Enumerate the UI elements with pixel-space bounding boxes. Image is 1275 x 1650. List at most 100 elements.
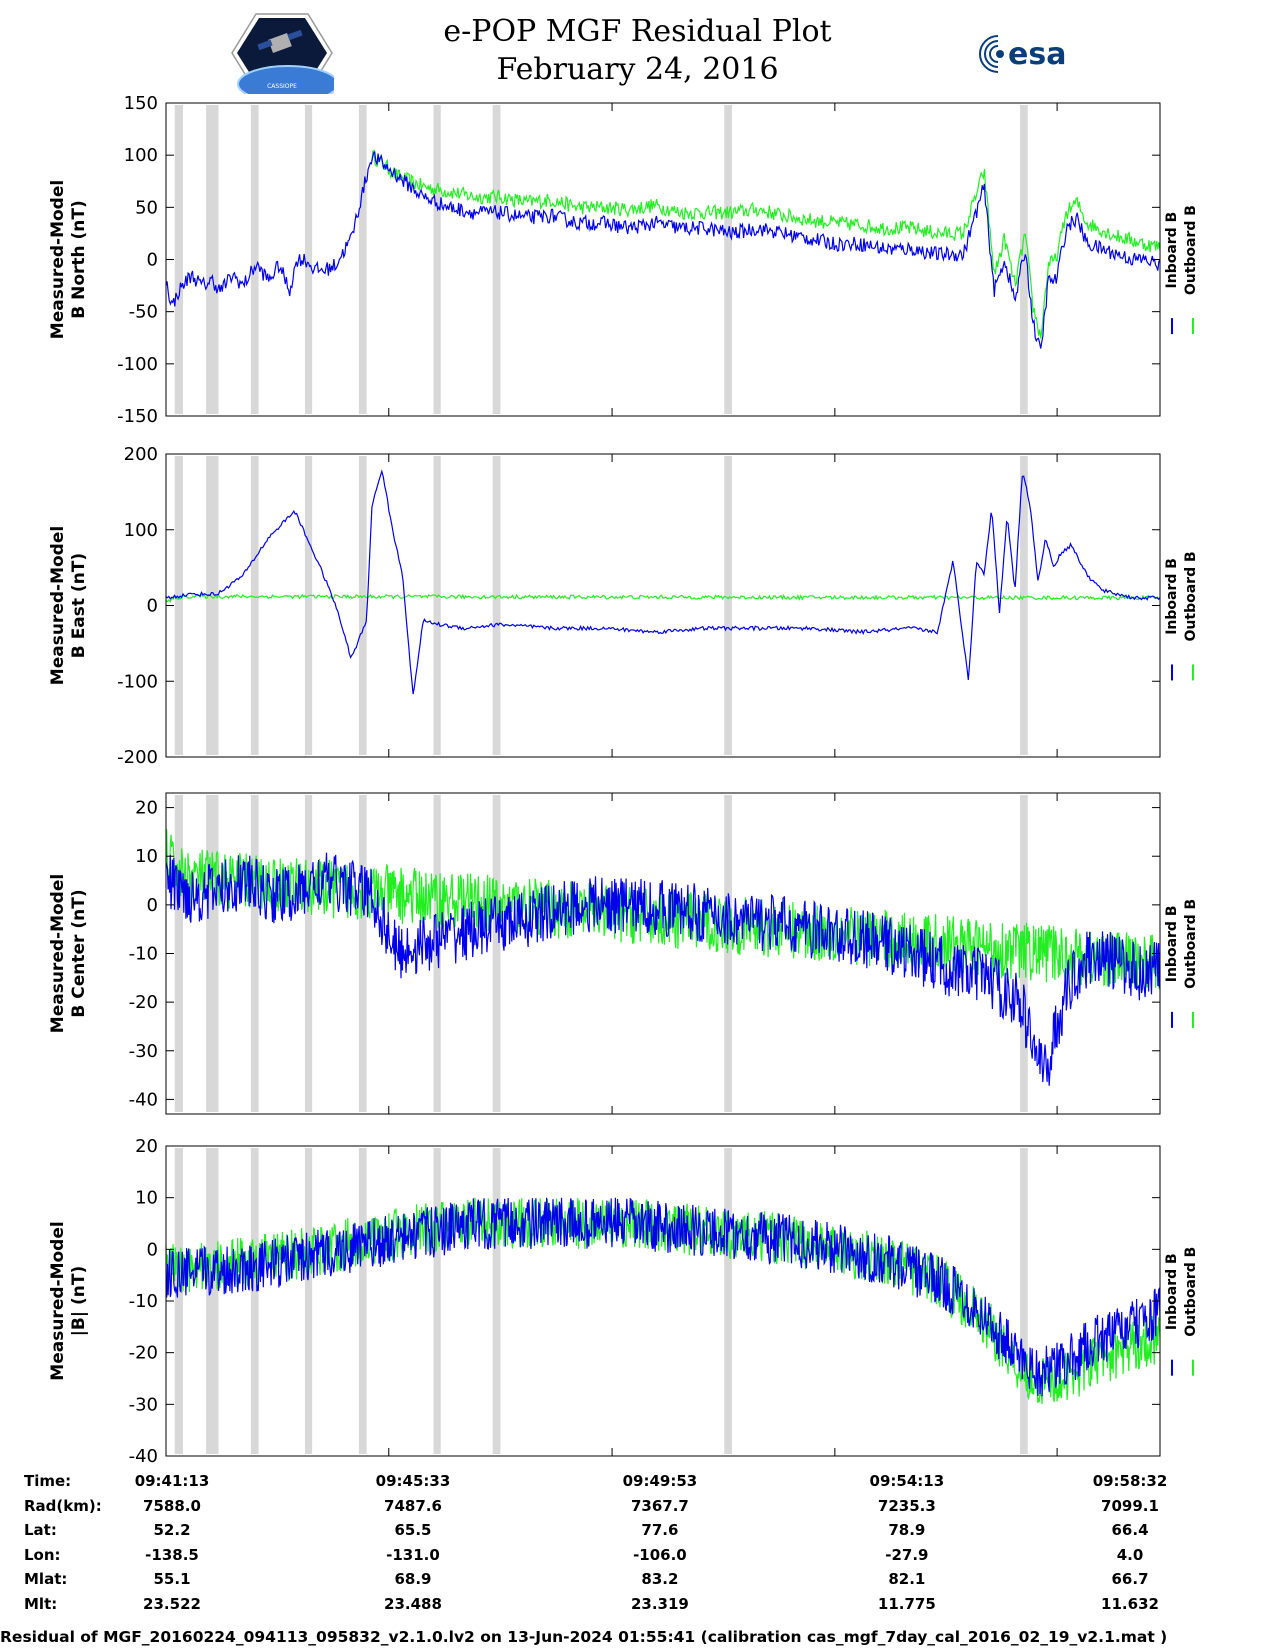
table-cell-value: -131.0 (386, 1545, 440, 1564)
table-row-label: Mlat: (24, 1570, 68, 1588)
y-tick-label: -30 (129, 1041, 158, 1062)
legend-label: Outboard B (1183, 899, 1199, 989)
y-tick-label: 20 (135, 1136, 158, 1157)
y-tick-label: -100 (117, 671, 158, 692)
series-inboard-line (165, 852, 1161, 1086)
y-tick-label: -200 (117, 747, 158, 768)
chart-subtitle: February 24, 2016 (496, 52, 779, 87)
table-row-label: Rad(km): (24, 1496, 102, 1515)
chart-title: e-POP MGF Residual Plot (443, 14, 832, 49)
y-tick-label: -50 (129, 302, 158, 323)
shaded-interval (492, 795, 501, 1112)
table-cell-value: 4.0 (1116, 1545, 1144, 1564)
shaded-interval (206, 105, 219, 414)
legend-label: Outboard B (1183, 1247, 1199, 1337)
table-cell-value: 66.4 (1111, 1521, 1149, 1539)
plot-frame (165, 102, 1161, 417)
shaded-interval (250, 105, 259, 414)
panel-1: 150 100 50 0 -50 -100 -150 Measured-Model B Nort… (48, 93, 1199, 427)
shaded-interval (358, 1148, 367, 1454)
shaded-interval (724, 1148, 732, 1454)
y-tick-label: 0 (147, 895, 158, 916)
shaded-interval (724, 456, 732, 755)
y-tick-label: -10 (129, 944, 158, 965)
series-outboard-line (371, 149, 1161, 339)
table-cell-value: 83.2 (641, 1570, 679, 1588)
shaded-interval (250, 795, 259, 1112)
table-cell-value: 23.319 (630, 1594, 689, 1613)
legend-label: Outboard B (1183, 551, 1199, 641)
shaded-interval (206, 795, 219, 1112)
series-inboard-line (165, 1197, 1161, 1397)
shaded-interval (304, 1148, 313, 1454)
table-row-label: Mlt: (24, 1594, 58, 1613)
table-cell-value: 7487.6 (384, 1496, 442, 1515)
shaded-interval (174, 105, 183, 414)
y-tick-label: 50 (135, 197, 158, 218)
y-axis-label: B North (nT) (69, 200, 89, 319)
shaded-interval (724, 105, 732, 414)
y-axis-label: Measured-Model (48, 526, 68, 685)
table-cell-value: 23.522 (143, 1594, 201, 1613)
y-tick-label: 10 (135, 1188, 158, 1209)
shaded-interval (492, 105, 501, 414)
plot-frame (165, 453, 1161, 758)
shaded-interval (174, 795, 183, 1112)
table-cell-value: 82.1 (888, 1570, 926, 1588)
table-cell-value: 09:45:33 (375, 1472, 451, 1490)
y-tick-label: -10 (129, 1291, 158, 1312)
table-cell-value: 11.775 (877, 1594, 936, 1613)
cassiope-mission-logo: CASSIOPE (231, 13, 334, 94)
shaded-interval (206, 456, 219, 755)
y-tick-label: -150 (117, 406, 158, 427)
cassiope-logo-text: CASSIOPE (267, 83, 297, 90)
table-cell-value: 7588.0 (143, 1496, 201, 1515)
y-tick-label: 20 (135, 798, 158, 819)
table-cell-value: 11.632 (1101, 1594, 1159, 1613)
shaded-interval (433, 1148, 441, 1454)
shaded-interval (250, 1148, 259, 1454)
legend-label: Outboard B (1183, 205, 1199, 295)
shaded-interval (358, 456, 367, 755)
y-axis-label: B East (nT) (69, 553, 89, 658)
legend-label: Inboard B (1164, 558, 1180, 635)
table-cell-value: 09:58:32 (1092, 1472, 1168, 1490)
esa-logo-text: esa (1008, 37, 1066, 72)
y-axis-label: Measured-Model (48, 180, 68, 339)
table-cell-value: 09:49:53 (622, 1472, 698, 1490)
y-tick-label: -20 (129, 1343, 158, 1364)
figure-caption: Residual of MGF_20160224_094113_095832_v… (0, 1628, 1168, 1646)
panel-3: 20 10 0 -10 -20 -30 -40 Measured-Model B Center … (48, 792, 1199, 1115)
table-cell-value: 55.1 (153, 1570, 191, 1588)
y-axis-label: B Center (nT) (69, 889, 89, 1017)
shaded-interval (358, 795, 367, 1112)
table-cell-value: 78.9 (888, 1521, 926, 1539)
series-outboard-line (165, 829, 1161, 990)
y-tick-label: 10 (135, 846, 158, 867)
shaded-interval (206, 1148, 219, 1454)
shaded-interval (1020, 456, 1028, 755)
shaded-interval (304, 795, 313, 1112)
panel-2: 200 100 0 -100 -200 Measured-Model B East (nT)… (48, 444, 1199, 768)
shaded-interval (358, 105, 367, 414)
table-cell-value: -27.9 (885, 1545, 929, 1564)
y-tick-label: 0 (147, 1239, 158, 1260)
shaded-interval (250, 456, 259, 755)
y-tick-label: -20 (129, 992, 158, 1013)
y-tick-label: 100 (124, 145, 158, 166)
shaded-interval (304, 456, 313, 755)
shaded-interval (433, 105, 441, 414)
table-cell-value: 7235.3 (877, 1496, 936, 1515)
table-row-label: Time: (24, 1472, 72, 1490)
table-cell-value: -138.5 (145, 1545, 199, 1564)
shaded-interval (492, 1148, 501, 1454)
table-cell-value: 66.7 (1111, 1570, 1149, 1588)
table-cell-value: 7099.1 (1101, 1496, 1159, 1515)
y-axis-label: |B| (nT) (69, 1266, 89, 1337)
y-tick-label: -30 (129, 1394, 158, 1415)
shaded-interval (492, 456, 501, 755)
table-cell-value: 65.5 (394, 1521, 432, 1539)
shaded-interval (174, 456, 183, 755)
y-tick-label: 200 (124, 444, 158, 465)
